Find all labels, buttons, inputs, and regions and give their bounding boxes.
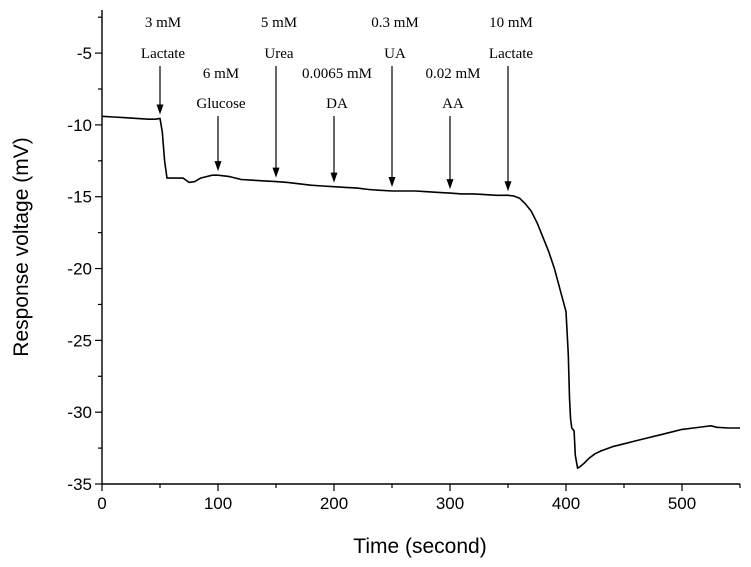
x-axis: 0 100 200 300 400 500 [97,484,741,513]
annotation-arrow-head [156,104,164,115]
y-axis: -35 -30 -25 -20 -15 -10 -5 [67,16,102,494]
annotation-concentration: 0.3 mM [371,15,419,31]
series-layer [101,115,740,470]
annotation-analyte: Glucose [196,96,245,112]
x-tick-label: 400 [552,494,580,513]
y-tick-label: -15 [67,188,92,207]
annotation-layer: 3 mM Lactate 6 mM Glucose 5 mM Urea 0.0065 mM D… [141,15,533,192]
y-tick-label: -35 [67,475,92,494]
annotation-concentration: 0.0065 mM [302,66,372,82]
annotation-concentration: 5 mM [261,15,297,31]
y-axis-title: Response voltage (mV) [10,137,33,356]
y-tick-label: -25 [67,331,92,350]
annotation-arrow-head [330,172,338,183]
response-voltage-line [101,115,740,470]
annotation-arrow-head [446,179,454,190]
annotation-analyte: Lactate [489,46,533,62]
annotation-concentration: 6 mM [203,66,239,82]
x-axis-title: Time (second) [353,535,486,558]
annotation-arrow-head [388,176,396,187]
y-tick-label: -10 [67,116,92,135]
x-tick-label: 100 [204,494,232,513]
plot-frame [101,10,740,485]
annotation-analyte: AA [442,96,464,112]
annotation-concentration: 3 mM [145,15,181,31]
annotation-analyte: UA [384,46,406,62]
annotation-arrow-head [504,181,512,192]
x-tick-label: 300 [436,494,464,513]
annotation-arrow-head [272,167,280,178]
x-tick-label: 200 [320,494,348,513]
annotation-analyte: Urea [264,46,293,62]
y-tick-label: -20 [67,260,92,279]
annotation-analyte: DA [326,96,348,112]
x-tick-label: 500 [668,494,696,513]
x-tick-label: 0 [97,494,106,513]
annotation-arrow-head [214,161,222,172]
y-tick-label: -30 [67,403,92,422]
annotation-analyte: Lactate [141,46,185,62]
y-tick-label: -5 [77,44,92,63]
annotation-concentration: 0.02 mM [425,66,480,82]
annotation-concentration: 10 mM [489,15,533,31]
